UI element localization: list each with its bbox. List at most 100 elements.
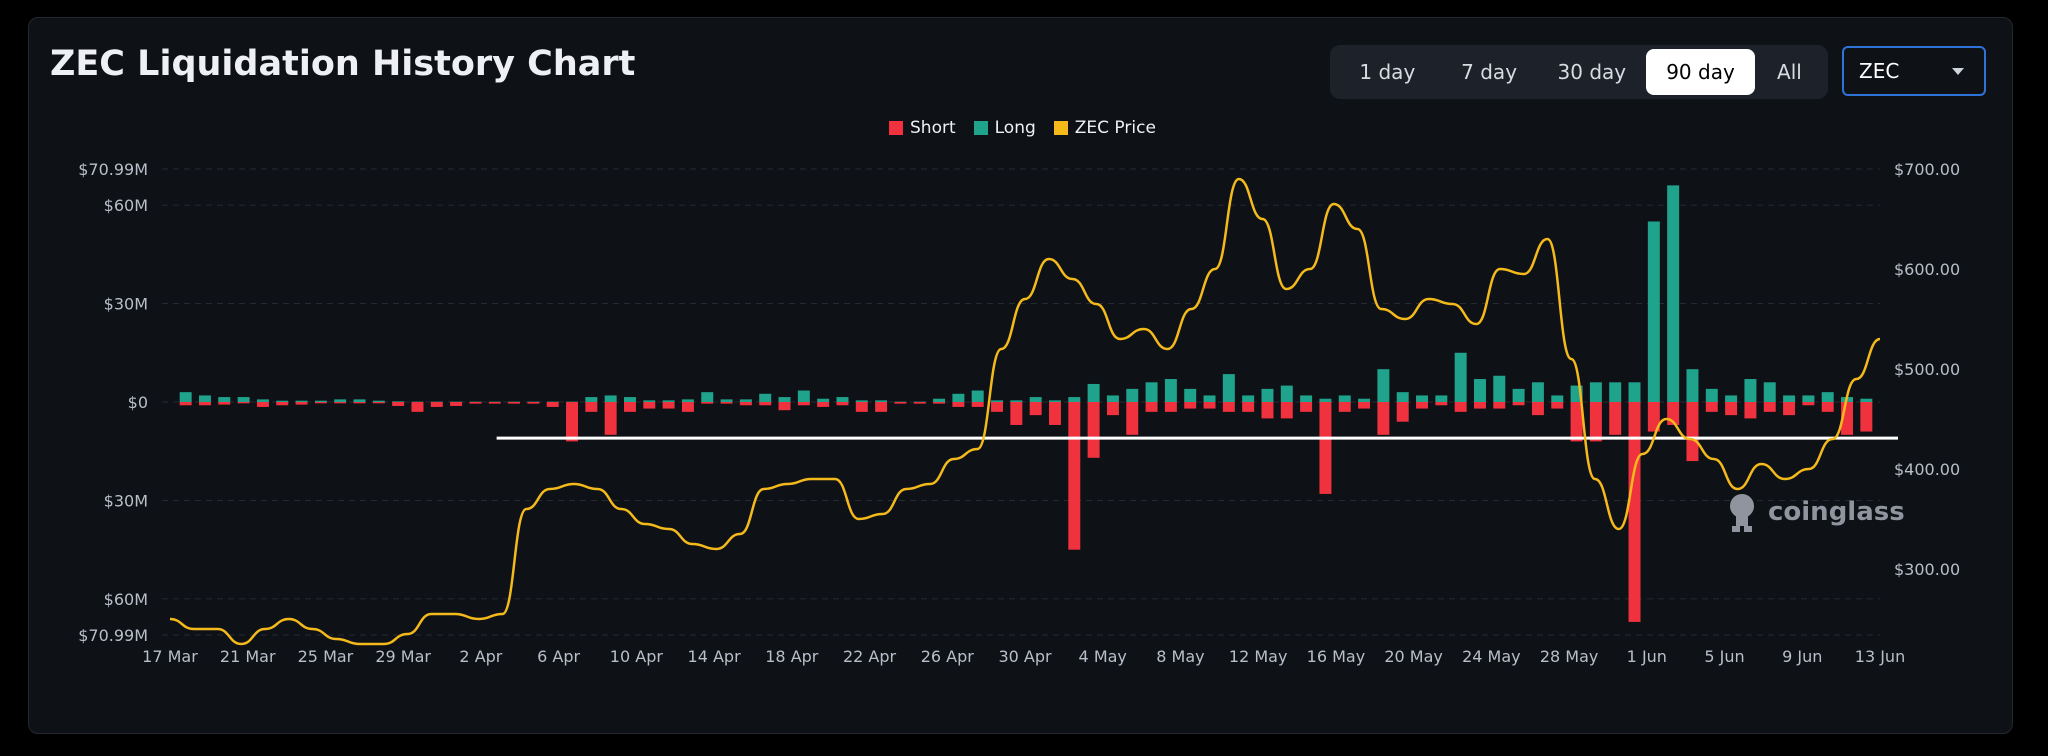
long-bar <box>604 395 617 402</box>
long-bar <box>662 400 675 402</box>
short-bar <box>1087 402 1100 458</box>
short-bar <box>1358 402 1371 409</box>
coin-select[interactable]: ZEC <box>1842 46 1986 96</box>
coin-select-value: ZEC <box>1859 59 1900 83</box>
short-bar <box>1628 402 1641 622</box>
long-bar <box>1647 221 1660 402</box>
short-bar <box>1029 402 1042 416</box>
y-left-tick-label: $60M <box>104 196 148 215</box>
x-tick-label: 1 Jun <box>1627 647 1667 666</box>
short-bar <box>739 402 752 406</box>
short-bar <box>334 402 347 404</box>
long-bar <box>314 400 327 402</box>
tab-1-day[interactable]: 1 day <box>1359 60 1416 84</box>
short-bar <box>1435 402 1448 406</box>
short-bar <box>875 402 888 412</box>
short-bar <box>1164 402 1177 412</box>
coinglass-watermark: coinglass <box>1724 492 1905 532</box>
long-bar <box>1821 392 1834 402</box>
short-bar <box>1473 402 1486 409</box>
short-bar <box>623 402 636 412</box>
short-bar <box>1493 402 1506 409</box>
short-bar <box>1551 402 1564 409</box>
x-tick-label: 5 Jun <box>1704 647 1744 666</box>
long-bar <box>276 400 289 402</box>
short-bar <box>1454 402 1467 412</box>
short-bar <box>585 402 598 412</box>
short-bar <box>295 402 308 405</box>
legend-label-short: Short <box>910 118 956 138</box>
short-bar <box>1589 402 1602 442</box>
long-bar <box>1377 369 1390 402</box>
long-bar <box>372 400 385 402</box>
x-tick-label: 17 Mar <box>142 647 198 666</box>
legend-item-price[interactable]: ZEC Price <box>1053 118 1156 138</box>
tab-all[interactable]: All <box>1777 60 1802 84</box>
long-bar <box>1493 375 1506 402</box>
long-bar <box>1860 398 1873 402</box>
short-bar <box>817 402 830 407</box>
short-swatch <box>889 121 903 135</box>
legend-item-long[interactable]: Long <box>973 118 1036 138</box>
long-bar <box>334 399 347 402</box>
long-bar <box>1609 382 1622 402</box>
long-bar <box>1319 398 1332 402</box>
tab-30-day[interactable]: 30 day <box>1557 60 1627 84</box>
short-bar <box>314 402 327 404</box>
long-bar <box>1744 379 1757 402</box>
short-bar <box>1222 402 1235 412</box>
short-bar <box>1377 402 1390 435</box>
short-bar <box>372 402 385 404</box>
long-bar <box>1512 388 1525 402</box>
short-bar <box>198 402 211 406</box>
chevron-down-icon <box>1952 68 1964 75</box>
long-bar <box>1725 395 1738 402</box>
y-right-tick-label: $700.00 <box>1894 160 1960 179</box>
long-bar <box>1454 352 1467 402</box>
long-bar <box>681 399 694 402</box>
long-bar <box>720 399 733 402</box>
short-bar <box>933 402 946 404</box>
long-bar <box>1222 374 1235 402</box>
short-bar <box>836 402 849 406</box>
long-bar <box>1628 382 1641 402</box>
long-bar <box>817 398 830 402</box>
long-bar <box>855 400 868 402</box>
page-title: ZEC Liquidation History Chart <box>50 44 636 84</box>
short-bar <box>1184 402 1197 409</box>
short-bar <box>392 402 405 406</box>
short-bar <box>1821 402 1834 412</box>
long-bar <box>1416 395 1429 402</box>
short-bar <box>450 402 463 406</box>
long-bar <box>256 399 269 402</box>
long-bar <box>643 400 656 402</box>
long-bar <box>1068 397 1081 402</box>
tab-90-day[interactable]: 90 day <box>1646 49 1755 95</box>
long-bar <box>1106 395 1119 402</box>
long-bar <box>585 397 598 402</box>
short-bar <box>778 402 791 411</box>
short-bar <box>1068 402 1081 550</box>
short-bar <box>1860 402 1873 432</box>
long-bar <box>1010 400 1023 402</box>
long-bar <box>1300 395 1313 402</box>
short-bar <box>1763 402 1776 412</box>
short-bar <box>256 402 269 407</box>
short-bar <box>1010 402 1023 425</box>
short-bar <box>1667 402 1680 425</box>
long-bar <box>1048 400 1061 402</box>
short-bar <box>1609 402 1622 435</box>
legend-item-short[interactable]: Short <box>889 118 956 138</box>
short-bar <box>218 402 231 405</box>
short-bar <box>1841 402 1854 435</box>
short-bar <box>488 402 501 404</box>
long-bar <box>933 398 946 402</box>
short-bar <box>1203 402 1216 409</box>
short-bar <box>1416 402 1429 409</box>
y-left-tick-label: $30M <box>104 491 148 510</box>
tab-7-day[interactable]: 7 day <box>1461 60 1518 84</box>
long-bar <box>778 397 791 402</box>
short-bar <box>1319 402 1332 494</box>
y-left-tick-label: $70.99M <box>78 160 148 179</box>
short-bar <box>991 402 1004 412</box>
